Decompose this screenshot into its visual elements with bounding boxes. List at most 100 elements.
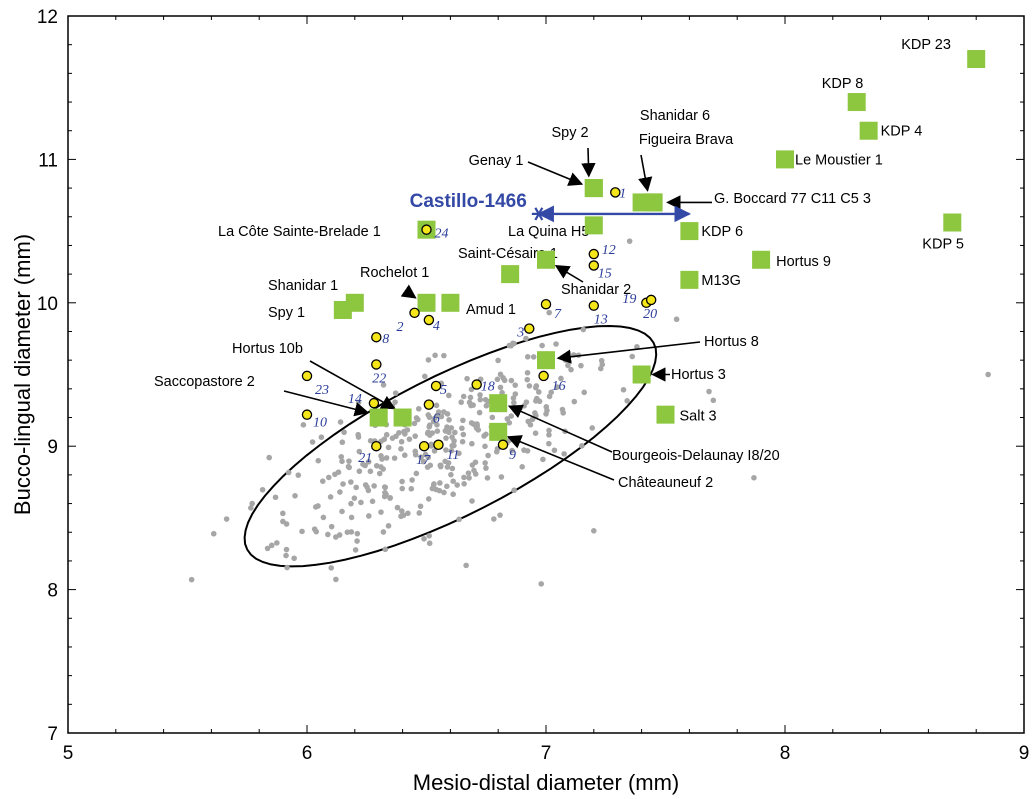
numbered-point-label: 4 — [433, 319, 440, 334]
comparative-point — [408, 486, 415, 492]
neanderthal-label: Shanidar 2 — [561, 282, 631, 298]
comparative-point — [469, 498, 475, 504]
comparative-point — [376, 470, 383, 477]
numbered-point-label: 17 — [416, 453, 431, 468]
neanderthal-square — [847, 93, 866, 112]
numbered-point — [610, 187, 621, 198]
comparative-point — [355, 431, 361, 438]
comparative-point — [325, 531, 331, 538]
comparative-point — [459, 425, 465, 432]
comparative-point — [435, 409, 442, 415]
comparative-point — [348, 479, 354, 485]
numbered-point — [301, 409, 313, 420]
neanderthal-label: Spy 1 — [268, 305, 305, 321]
neanderthal-label: Bourgeois-Delaunay I8/20 — [612, 448, 780, 464]
comparative-point — [426, 414, 433, 421]
comparative-point — [354, 538, 360, 544]
comparative-point — [431, 481, 437, 487]
castillo-marker: Castillo-1466 — [410, 191, 692, 223]
comparative-point — [523, 335, 529, 342]
comparative-point — [351, 495, 358, 501]
comparative-point — [418, 454, 424, 460]
comparative-point — [985, 371, 991, 378]
neanderthal-label: Genay 1 — [469, 153, 524, 169]
label-arrow — [309, 360, 396, 410]
comparative-point — [483, 431, 489, 438]
comparative-point — [365, 487, 372, 494]
y-axis-title: Bucco-lingual diameter (mm) — [10, 234, 35, 515]
comparative-point — [337, 489, 343, 495]
comparative-point — [599, 361, 606, 368]
comparative-point — [497, 384, 504, 391]
comparative-point — [464, 375, 470, 382]
comparative-point — [474, 421, 480, 428]
comparative-point — [546, 309, 552, 316]
comparative-point — [568, 366, 574, 373]
confidence-ellipse — [243, 324, 658, 568]
comparative-point — [482, 460, 488, 466]
comparative-point — [421, 373, 428, 380]
comparative-point — [412, 448, 419, 455]
comparative-point — [450, 478, 456, 484]
x-tick-label: 6 — [302, 743, 313, 764]
comparative-point — [501, 377, 508, 384]
comparative-point — [328, 565, 335, 571]
neanderthal-square — [632, 365, 651, 384]
y-tick-label: 8 — [47, 581, 58, 602]
comparative-point — [320, 514, 327, 521]
comparative-point — [591, 528, 597, 534]
neanderthal-label: Amud 1 — [466, 302, 516, 318]
comparative-point — [624, 398, 630, 404]
comparative-point — [524, 376, 531, 383]
comparative-point — [358, 499, 364, 506]
comparative-point — [533, 383, 540, 389]
numbered-point-label: 6 — [433, 412, 440, 427]
numbered-point-label: 18 — [481, 380, 495, 395]
neanderthal-label: Hortus 3 — [671, 367, 726, 383]
comparative-point — [493, 448, 500, 455]
label-arrow — [507, 404, 613, 453]
numbered-point — [588, 260, 600, 271]
comparative-point — [416, 510, 423, 516]
comparative-point — [223, 516, 230, 522]
numbered-point — [423, 399, 435, 410]
numbered-point-label: 7 — [554, 307, 562, 322]
comparative-point — [336, 532, 343, 538]
comparative-point — [580, 326, 587, 333]
comparative-point — [268, 542, 275, 549]
neanderthal-label: Spy 2 — [551, 125, 588, 141]
comparative-point — [333, 576, 339, 583]
neanderthal-square — [489, 394, 508, 413]
comparative-point — [546, 440, 552, 447]
comparative-point — [248, 505, 254, 511]
comparative-point — [420, 458, 427, 465]
comparative-point — [554, 384, 561, 390]
neanderthal-label: Salt 3 — [680, 409, 717, 425]
comparative-point — [315, 457, 322, 464]
comparative-point — [367, 437, 374, 444]
comparative-point — [382, 546, 389, 553]
comparative-point — [411, 420, 418, 427]
neanderthal-square — [656, 405, 675, 424]
comparative-point — [539, 342, 545, 349]
comparative-point — [579, 443, 585, 449]
comparative-point — [346, 464, 353, 471]
numbered-point-label: 9 — [509, 448, 516, 463]
comparative-point — [338, 453, 345, 460]
numbered-point-label: 10 — [313, 416, 327, 431]
numbered-point-label: 15 — [598, 267, 612, 282]
comparative-point — [626, 238, 633, 244]
comparative-point — [446, 417, 452, 423]
comparative-point — [283, 546, 290, 553]
comparative-point — [415, 405, 422, 412]
numbered-point — [524, 323, 535, 334]
comparative-point — [477, 392, 483, 398]
numbered-point — [421, 224, 432, 235]
comparative-point — [274, 540, 280, 546]
neanderthal-square — [417, 293, 436, 312]
comparative-point — [283, 552, 289, 559]
comparative-point — [383, 455, 390, 461]
comparative-point — [571, 398, 578, 405]
neanderthal-square — [967, 50, 986, 69]
